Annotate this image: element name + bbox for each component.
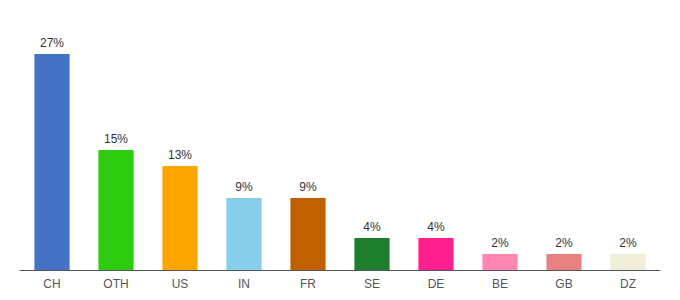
svg-text:15%: 15% (104, 132, 128, 146)
svg-text:FR: FR (300, 277, 316, 291)
svg-text:BE: BE (492, 277, 508, 291)
svg-text:27%: 27% (40, 36, 64, 50)
svg-text:9%: 9% (299, 180, 317, 194)
svg-text:US: US (172, 277, 189, 291)
svg-text:4%: 4% (427, 220, 445, 234)
svg-text:2%: 2% (619, 236, 637, 250)
svg-text:9%: 9% (235, 180, 253, 194)
svg-text:SE: SE (364, 277, 380, 291)
svg-text:2%: 2% (491, 236, 509, 250)
svg-text:CH: CH (43, 277, 60, 291)
svg-text:4%: 4% (363, 220, 381, 234)
svg-text:DZ: DZ (620, 277, 636, 291)
svg-text:GB: GB (555, 277, 572, 291)
svg-text:13%: 13% (168, 148, 192, 162)
svg-text:IN: IN (238, 277, 250, 291)
svg-text:2%: 2% (555, 236, 573, 250)
svg-text:DE: DE (428, 277, 445, 291)
svg-text:OTH: OTH (103, 277, 128, 291)
